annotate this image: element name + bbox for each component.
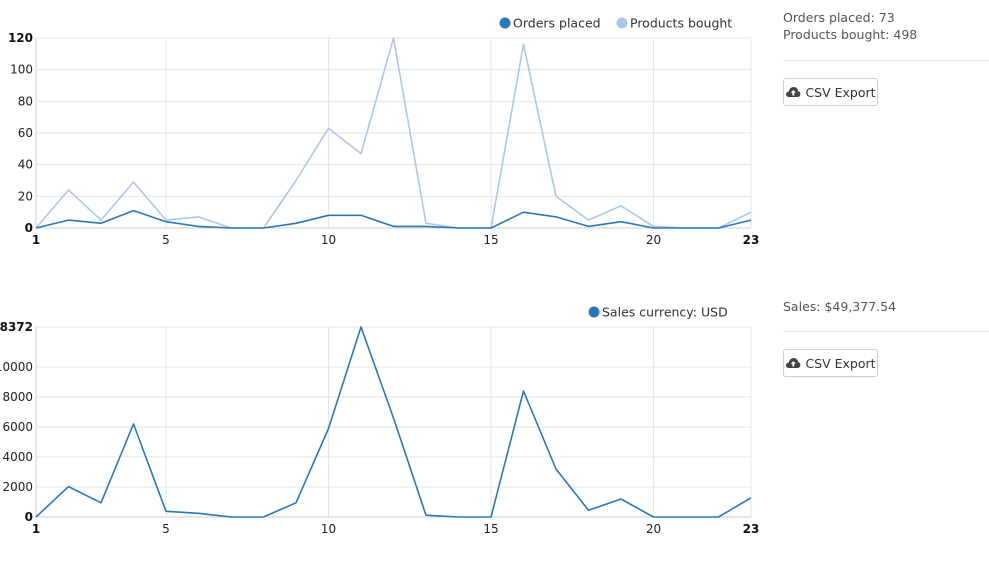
- x-tick-label: 10: [321, 522, 336, 536]
- x-tick-label: 5: [162, 522, 170, 536]
- y-tick-label: 28372: [0, 320, 33, 334]
- y-tick-label: 8000: [2, 390, 33, 404]
- legend-marker: [616, 17, 628, 29]
- x-tick-label: 1: [32, 522, 40, 536]
- y-tick-label: 20: [18, 189, 33, 203]
- legend-label: Orders placed: [513, 16, 601, 31]
- x-tick-label: 20: [646, 522, 661, 536]
- csv-export-label: CSV Export: [805, 84, 876, 100]
- y-tick-label: 60: [18, 126, 33, 140]
- x-tick-label: 1: [32, 233, 40, 247]
- y-tick-label: 0: [25, 221, 33, 235]
- legend-marker: [588, 306, 600, 318]
- y-tick-label: 40: [18, 158, 33, 172]
- series-line: [35, 37, 752, 229]
- x-tick-label: 23: [743, 522, 760, 536]
- x-tick-label: 10: [321, 233, 336, 247]
- x-tick-label: 15: [483, 233, 498, 247]
- series-line: [35, 209, 752, 229]
- y-tick-label: 80: [18, 94, 33, 108]
- y-tick-label: 120: [8, 31, 33, 45]
- y-tick-label: 2000: [2, 480, 33, 494]
- sales-stats-panel: Sales: $49,377.54 CSV Export: [783, 298, 989, 377]
- sales-chart: 0200040006000800010000283721510152023Sal…: [0, 305, 760, 537]
- cloud-upload-icon: [785, 86, 801, 98]
- y-tick-label: 100: [10, 63, 33, 77]
- x-tick-label: 20: [646, 233, 661, 247]
- x-tick-label: 23: [743, 233, 760, 247]
- divider: [783, 60, 989, 61]
- series-line: [35, 326, 752, 518]
- legend-label: Products bought: [630, 16, 732, 31]
- y-tick-label: 0: [25, 510, 33, 524]
- sales-stat: Sales: $49,377.54: [783, 299, 897, 314]
- x-tick-label: 5: [162, 233, 170, 247]
- orders-placed-stat: Orders placed: 73: [783, 10, 895, 25]
- x-tick-label: 15: [483, 522, 498, 536]
- y-tick-label: 4000: [2, 450, 33, 464]
- csv-export-button[interactable]: CSV Export: [783, 78, 878, 106]
- legend-marker: [499, 17, 511, 29]
- csv-export-label: CSV Export: [805, 355, 876, 371]
- cloud-upload-icon: [785, 357, 801, 369]
- divider: [783, 331, 989, 332]
- legend-label: Sales currency: USD: [602, 305, 728, 320]
- products-bought-stat: Products bought: 498: [783, 27, 918, 42]
- y-tick-label: 10000: [0, 360, 33, 374]
- y-tick-label: 6000: [2, 420, 33, 434]
- orders-stats-panel: Orders placed: 73 Products bought: 498 C…: [783, 9, 989, 106]
- csv-export-button[interactable]: CSV Export: [783, 349, 878, 377]
